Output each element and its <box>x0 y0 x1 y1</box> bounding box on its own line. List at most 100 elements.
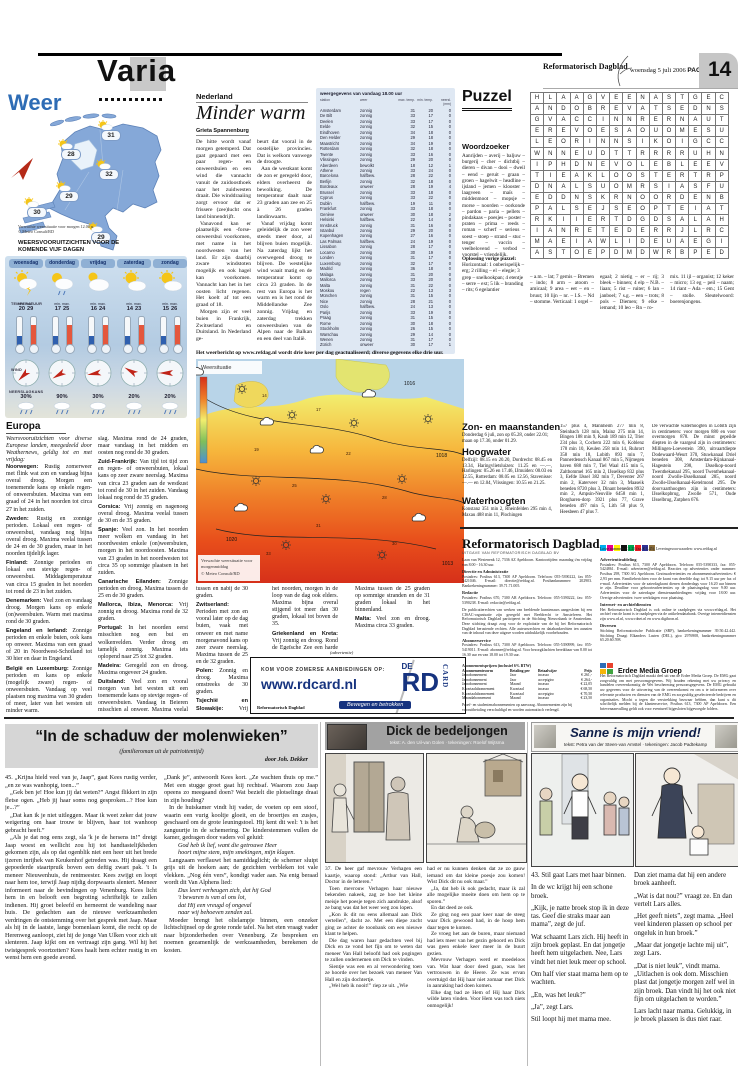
max-bulb <box>172 344 183 354</box>
abo-cell: Jaarabonnement <box>462 673 487 678</box>
grid-cell: S <box>582 180 597 193</box>
station-value: 22 <box>410 217 415 223</box>
station-value: 28 <box>410 184 415 190</box>
grid-cell: A <box>701 202 716 216</box>
station-value: 0 <box>448 195 451 201</box>
station-value: zonnig <box>360 108 373 113</box>
station-value: 0 <box>448 309 451 315</box>
grid-cell: S <box>569 202 584 216</box>
station-name: Rotterdam <box>320 146 340 152</box>
station-value: 0 <box>448 108 451 113</box>
europa-col-5: Maxima tussen de 25 graden op sommige st… <box>355 586 430 642</box>
station-name: Malaga <box>320 271 334 277</box>
grid-cell: A <box>529 247 545 260</box>
solution-col-3: mix. 11 ijl – organist; 12 keker – micro… <box>670 274 734 305</box>
map-temp-badge: 29 <box>91 232 111 243</box>
grid-cell: N <box>609 114 624 127</box>
station-value: zonnig <box>360 189 373 195</box>
paragraph: Wat schaamt Lars zich. Hij heeft in zijn… <box>531 933 629 966</box>
station-value: zonnig <box>360 222 373 228</box>
station-value: zonnig <box>360 227 373 233</box>
article-col-1: De hitte wordt vanaf morgen getemperd. D… <box>196 139 251 351</box>
paragraph: Ze ging nog een paar keer naar de steeg … <box>427 911 525 931</box>
sanne-panel-1-art <box>532 754 633 866</box>
scandinavia <box>335 358 390 393</box>
grid-cell: R <box>661 191 677 204</box>
station-row: Wenen zonnig 31 17 0 <box>320 337 451 342</box>
dick-panel-2-art <box>427 754 526 862</box>
grid-cell: U <box>661 236 677 249</box>
station-name: Malta <box>320 282 331 288</box>
dick-panel-2 <box>426 753 527 863</box>
station-value: 18 <box>410 162 415 168</box>
article-col-2: beurt dat vooral in de oostelijke provin… <box>257 139 312 351</box>
grid-cell: W <box>595 236 611 249</box>
grid-cell: S <box>688 180 703 193</box>
station-value: onweer <box>360 342 374 348</box>
min-bulb <box>50 344 61 354</box>
station-value: 0 <box>448 298 451 304</box>
grid-cell: A <box>556 114 571 127</box>
solution-left: Oplossing vorige puzzel: Horizontaal: 1 … <box>462 256 526 293</box>
paragraph: Spanje: Veel zon. In het noorden meer wo… <box>98 527 188 576</box>
station-value: 13 <box>428 304 433 310</box>
station-value: 31 <box>410 337 415 343</box>
station-row: Brussel zonnig 33 18 0 <box>320 190 451 195</box>
station-value: 1 <box>448 162 451 168</box>
station-row: Aberdeen bewolkt 18 12 1 <box>320 163 451 168</box>
grid-cell: P <box>648 202 663 216</box>
max-bulb <box>100 344 111 354</box>
station-value: 0 <box>448 135 451 141</box>
station-value: 18 <box>428 266 433 272</box>
grid-cell: R <box>569 136 584 149</box>
grid-cell: E <box>648 158 663 171</box>
british-isles <box>233 381 269 408</box>
grid-cell: A <box>543 236 558 249</box>
station-name: Moskou <box>320 287 335 293</box>
rain-chance: 20% <box>128 394 140 400</box>
paragraph: Moeder brengt het olielampje binnen, een… <box>164 916 318 954</box>
abo-row: Kwartaalabonnement Kwartaal incasso € 68,50 <box>462 687 592 692</box>
station-name: Mallorca <box>320 277 336 283</box>
erdee-name: Erdee Media Groep <box>618 668 682 675</box>
map-suncloud-icon <box>88 222 103 232</box>
grid-cell: A <box>675 214 690 227</box>
station-value: 0 <box>448 222 451 228</box>
ad-brand: Reformatorisch Dagblad <box>257 705 305 710</box>
paragraph: Finland: Zonnige perioden en lokaal een … <box>6 560 92 595</box>
station-name: Londen <box>320 255 334 261</box>
grid-cell: R <box>661 147 677 160</box>
map-temp-label: 31 <box>316 523 321 528</box>
station-value: 0 <box>448 129 451 135</box>
station-value: 19 <box>428 140 433 146</box>
abo-cell: Maand <box>510 696 521 701</box>
abo-cell: Jaar <box>510 673 517 678</box>
paragraph: 37. De heer gaf mevrouw Verhagen een kaa… <box>325 866 422 885</box>
station-value: 31 <box>410 255 415 261</box>
grid-cell: S <box>661 214 677 227</box>
station-value: halfbew. <box>360 217 376 223</box>
grid-cell: O <box>635 191 650 204</box>
station-name: Barcelona <box>320 173 339 179</box>
grid-cell: E <box>556 169 571 182</box>
sanne-panel-2 <box>635 753 738 867</box>
grid-cell: R <box>661 114 677 127</box>
waterhoogten-col2: 157 plus 4, Mannheim 277 min 8, Steinbac… <box>560 424 644 515</box>
grid-cell: N <box>635 91 650 105</box>
europe-map-svg: Weersituatie 1016 1018 1020 1013 14 17 19 22 25… <box>189 358 465 583</box>
grid-cell: R <box>569 225 584 238</box>
wind-compass <box>48 359 76 387</box>
grid-cell: E <box>688 236 703 249</box>
grid-cell: H <box>529 91 545 105</box>
station-value: 14 <box>428 331 433 337</box>
station-value: 28 <box>410 244 415 250</box>
station-row: Malta zonnig 31 22 0 <box>320 283 451 288</box>
print-color-swatch <box>614 545 620 551</box>
station-value: 16 <box>428 233 433 239</box>
abo-cell: incasso <box>538 696 550 701</box>
woordzoeker-head: Woordzoeker <box>462 142 510 151</box>
station-value: 33 <box>410 206 415 212</box>
station-row: Cyprus zonnig 33 22 0 <box>320 195 451 200</box>
